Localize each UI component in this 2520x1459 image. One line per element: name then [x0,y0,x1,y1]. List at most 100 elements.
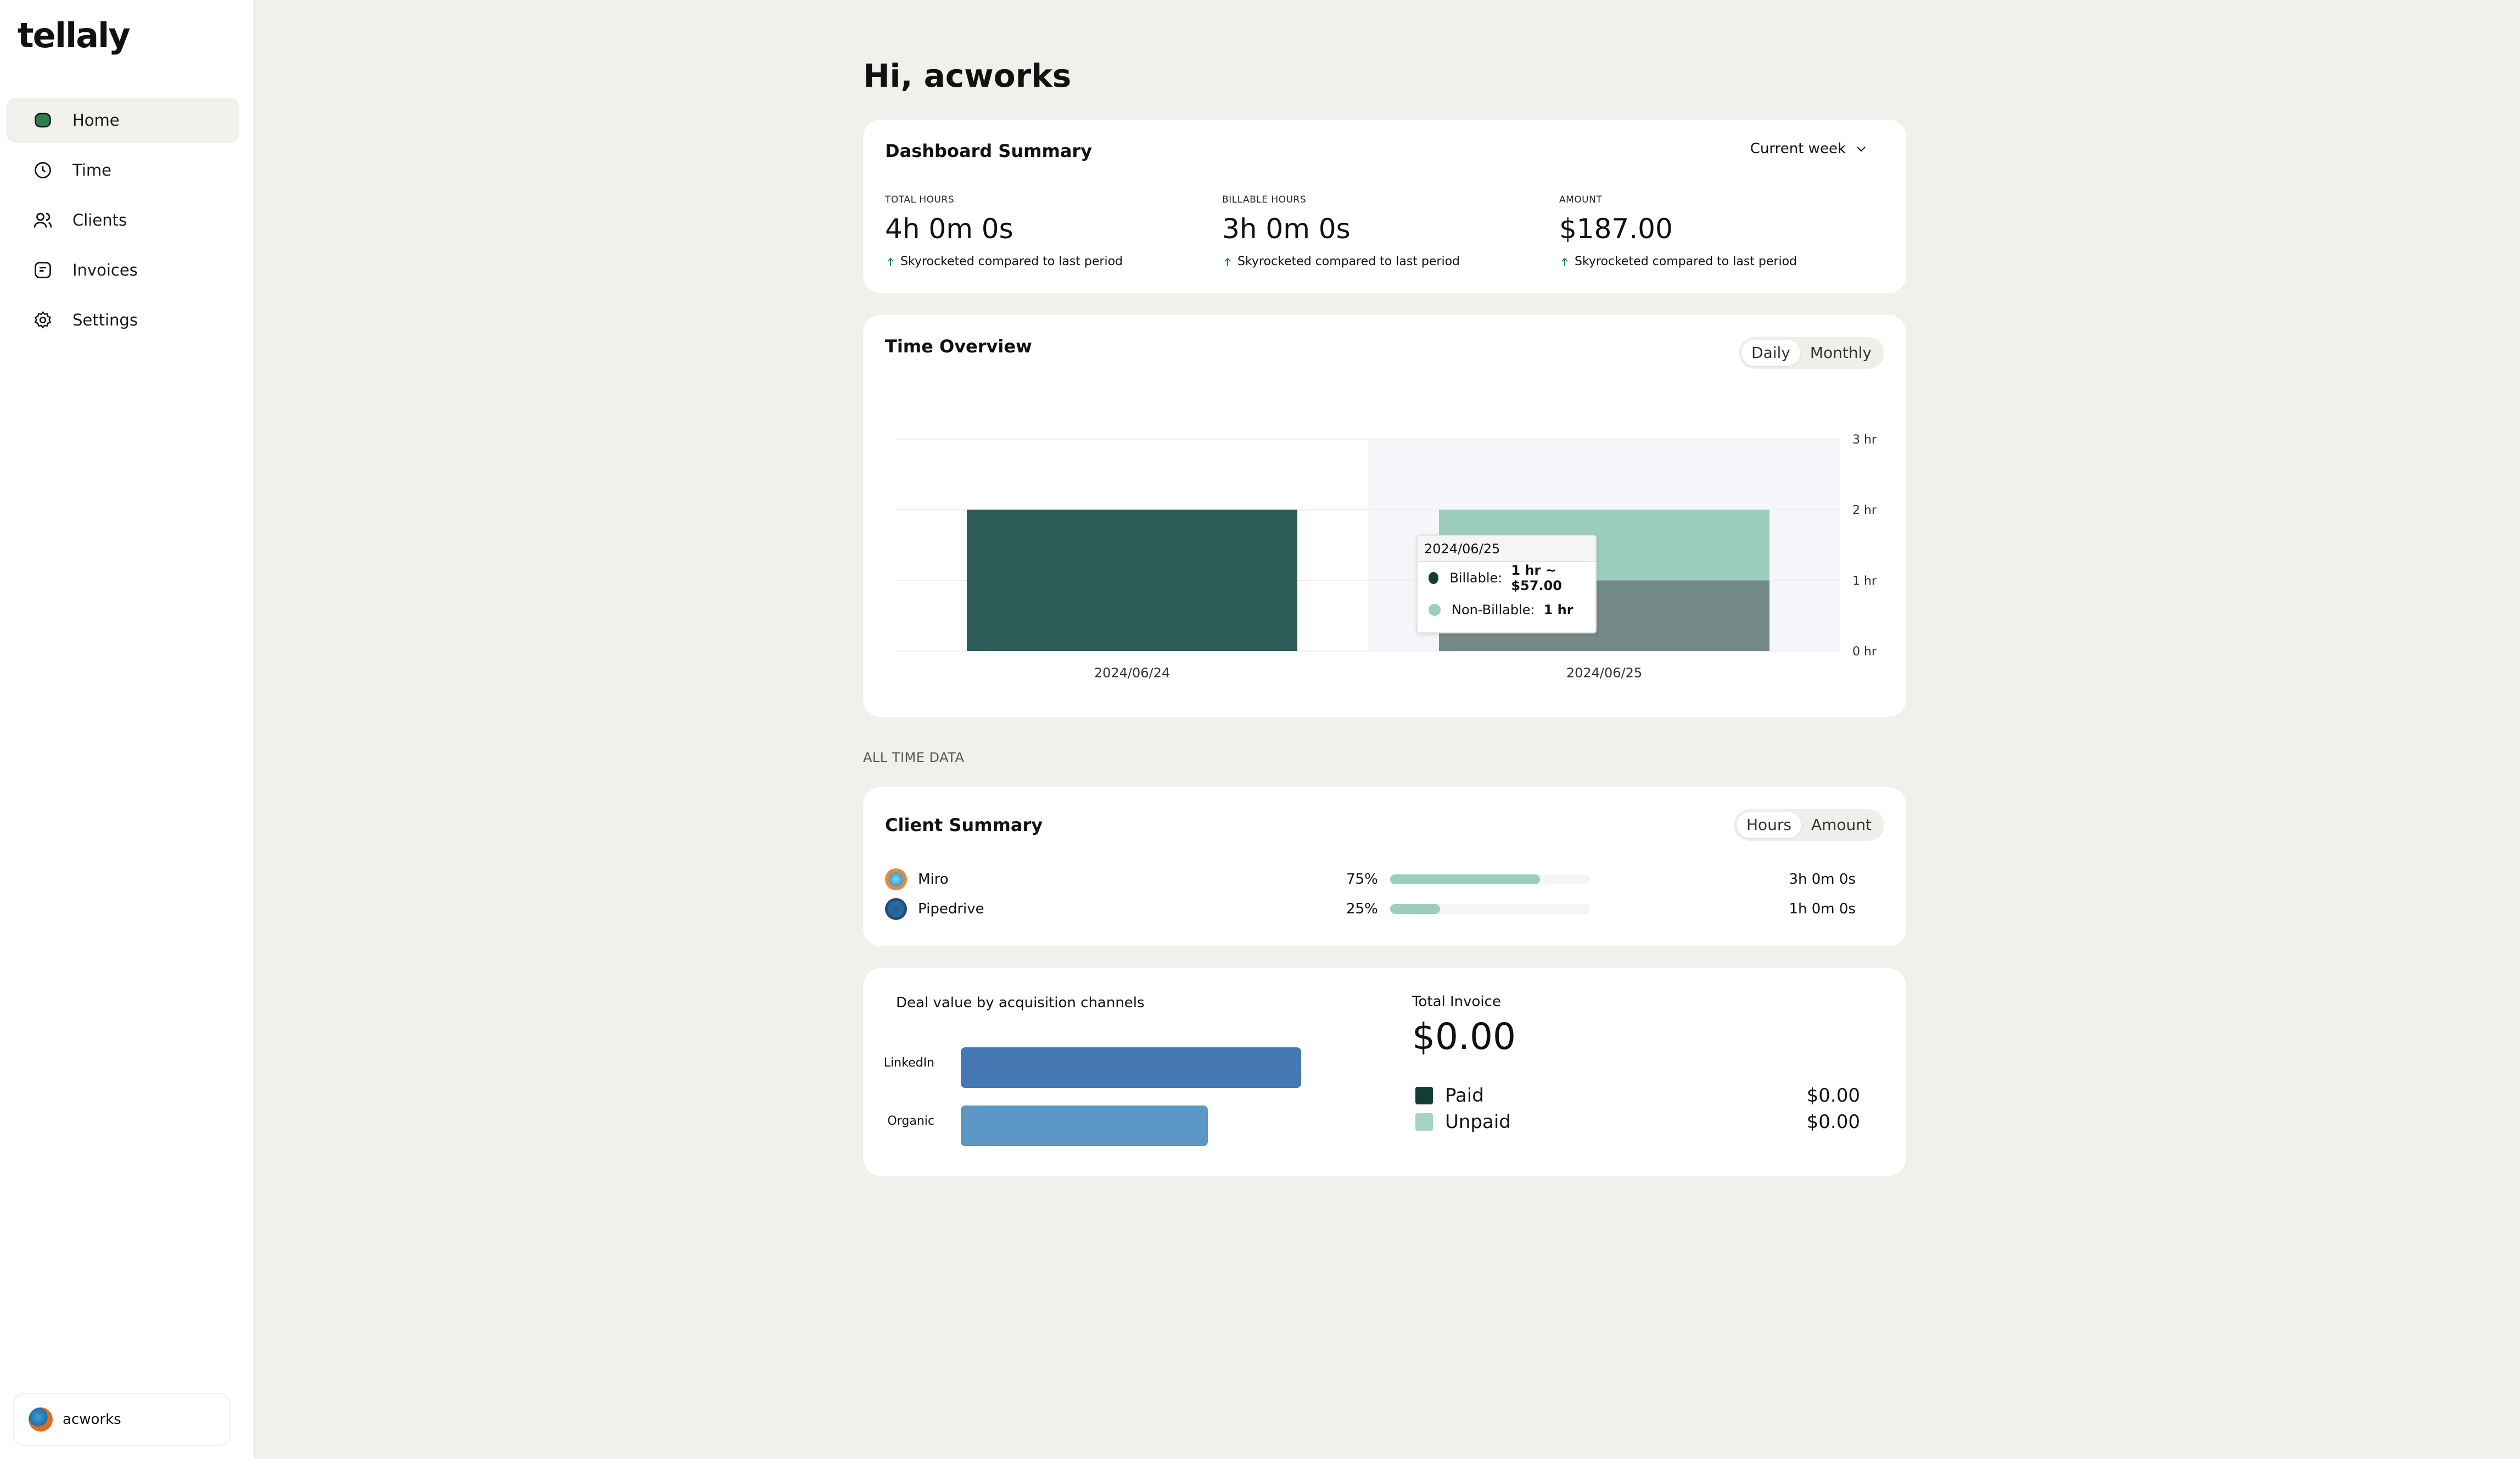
client-row-miro[interactable]: Miro 75% 3h 0m 0s [885,868,1884,890]
tooltip-date: 2024/06/25 [1418,536,1595,562]
stat-value: $187.00 [1559,213,1673,245]
client-summary-card: Client Summary Hours Amount Miro 75% 3h … [863,787,1906,946]
unpaid-swatch [1415,1113,1433,1131]
stat-label: AMOUNT [1559,194,1603,205]
chevron-down-icon [1857,147,1866,152]
hours-amount-toggle: Hours Amount [1733,809,1884,841]
invoice-paid-label: Paid [1445,1085,1484,1107]
invoice-paid-row: Paid $0.00 [1415,1085,1860,1107]
client-name: Miro [918,871,949,888]
home-icon [33,110,53,130]
stat-trend-text: Skyrocketed compared to last period [900,255,1123,268]
time-overview-chart: 0 hr 1 hr 2 hr 3 hr 2024/06/24 2024/06/25 [896,433,1877,681]
card-title: Time Overview [885,336,1032,357]
period-label: Current week [1750,141,1846,157]
card-title: Client Summary [885,815,1043,835]
sidebar-item-invoices[interactable]: Invoices [7,248,239,293]
invoice-unpaid-label: Unpaid [1445,1111,1511,1133]
stat-total-hours: TOTAL HOURS 4h 0m 0s Skyrocketed compare… [885,194,1123,268]
miro-logo-icon [885,868,907,890]
y-tick-label: 0 hr [1852,645,1877,659]
page-title: Hi, acworks [863,57,1072,94]
users-icon [33,210,53,230]
client-row-pipedrive[interactable]: Pipedrive 25% 1h 0m 0s [885,898,1884,920]
stat-billable-hours: BILLABLE HOURS 3h 0m 0s Skyrocketed comp… [1222,194,1460,268]
client-progress-track [1390,874,1590,884]
stat-value: 3h 0m 0s [1222,213,1351,245]
sidebar-item-label: Time [72,161,111,179]
stat-trend: Skyrocketed compared to last period [1559,255,1797,268]
client-progress-fill [1390,874,1540,884]
invoice-paid-amount: $0.00 [1806,1085,1860,1107]
client-percent: 75% [1346,871,1378,888]
stat-trend: Skyrocketed compared to last period [885,255,1123,268]
user-menu[interactable]: acworks [13,1393,231,1446]
bar-billable-2024/06/24 [967,509,1297,651]
nonbillable-dot [1429,604,1441,616]
invoice-unpaid-row: Unpaid $0.00 [1415,1111,1860,1133]
gear-icon [33,310,53,330]
channel-label-organic: Organic [887,1114,934,1128]
avatar [29,1407,53,1432]
daily-monthly-toggle: Daily Monthly [1739,337,1884,369]
tooltip-billable-label: Billable: [1449,570,1503,586]
period-dropdown[interactable]: Current week [1750,141,1868,157]
toggle-monthly[interactable]: Monthly [1810,344,1872,362]
sidebar-item-home[interactable]: Home [7,98,239,143]
sidebar-item-clients[interactable]: Clients [7,198,239,243]
x-tick-label: 2024/06/25 [1566,665,1642,681]
stat-label: TOTAL HOURS [885,194,955,205]
toggle-amount[interactable]: Amount [1811,816,1872,834]
app-logo[interactable]: tellaly [18,15,131,55]
stat-amount: AMOUNT $187.00 Skyrocketed compared to l… [1559,194,1797,268]
invoice-title: Total Invoice [1412,994,1501,1010]
tooltip-nonbillable-label: Non-Billable: [1452,602,1535,618]
tooltip-nonbillable-value: 1 hr [1543,602,1573,618]
paid-swatch [1415,1087,1433,1104]
sidebar-item-label: Settings [72,311,138,329]
y-tick-label: 2 hr [1852,504,1877,518]
sidebar-item-label: Invoices [72,261,138,279]
client-duration: 1h 0m 0s [1789,901,1856,917]
stat-value: 4h 0m 0s [885,213,1013,245]
deal-invoice-card: Deal value by acquisition channels Linke… [863,968,1906,1176]
channel-bar-linkedin[interactable] [961,1047,1301,1088]
sidebar-item-settings[interactable]: Settings [7,298,239,343]
pipedrive-logo-icon [885,898,907,920]
clock-icon [33,160,53,180]
toggle-hours[interactable]: Hours [1736,812,1801,838]
tooltip-billable-value: 1 hr ~ $57.00 [1511,563,1562,593]
x-tick-label: 2024/06/24 [1094,665,1170,681]
channel-bar-organic[interactable] [961,1106,1208,1146]
time-overview-card: Time Overview Daily Monthly 0 hr 1 hr 2 hr… [863,315,1906,717]
sidebar-nav: Home Time Clients Invoices [7,98,239,347]
billable-dot [1429,572,1439,584]
stat-trend-text: Skyrocketed compared to last period [1575,255,1797,268]
sidebar: tellaly Home Time Clients [0,0,255,1459]
client-progress-fill [1390,904,1440,914]
arrow-up-icon [887,257,894,266]
channel-label-linkedin: LinkedIn [883,1056,934,1070]
sidebar-item-label: Clients [72,211,127,229]
arrow-up-icon [1561,257,1568,266]
stat-label: BILLABLE HOURS [1222,194,1307,205]
invoice-icon [33,260,53,280]
invoice-unpaid-amount: $0.00 [1806,1111,1860,1133]
tooltip-billable-row: Billable: 1 hr ~ $57.00 [1418,562,1595,594]
sidebar-item-label: Home [72,111,120,130]
card-title: Dashboard Summary [885,141,1093,161]
client-percent: 25% [1346,901,1378,917]
invoice-total: $0.00 [1412,1015,1516,1058]
sidebar-item-time[interactable]: Time [7,148,239,193]
y-tick-label: 1 hr [1852,574,1877,588]
stat-trend: Skyrocketed compared to last period [1222,255,1460,268]
y-tick-label: 3 hr [1852,433,1877,447]
client-name: Pipedrive [918,901,984,917]
deal-chart-title: Deal value by acquisition channels [896,995,1145,1011]
client-duration: 3h 0m 0s [1789,871,1856,888]
dashboard-summary-card: Dashboard Summary Current week TOTAL HOU… [863,120,1906,293]
section-label-all-time: ALL TIME DATA [863,750,965,765]
chart-tooltip: 2024/06/25 Billable: 1 hr ~ $57.00 Non-B… [1416,535,1597,633]
client-progress-track [1390,904,1590,914]
toggle-daily[interactable]: Daily [1741,340,1800,366]
